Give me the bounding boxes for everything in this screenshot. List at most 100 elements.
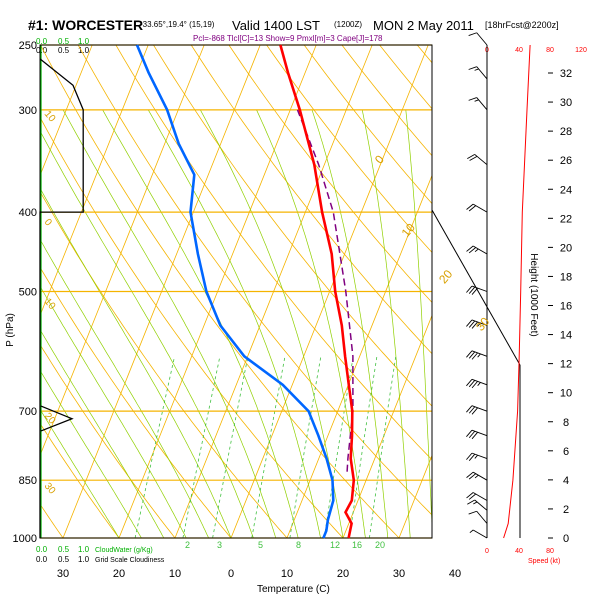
moist-adiabat-line bbox=[40, 408, 120, 538]
x-tick-label: 40 bbox=[449, 568, 461, 580]
wind-barb-staff bbox=[472, 492, 488, 501]
wind-barb-feather bbox=[466, 471, 474, 478]
height-tick-label: 8 bbox=[563, 417, 569, 429]
wind-barb-feather bbox=[468, 351, 476, 359]
wind-barb-staff bbox=[472, 203, 488, 213]
wind-barb-feather bbox=[468, 97, 477, 101]
wind-barb bbox=[466, 319, 488, 329]
wind-barb bbox=[466, 452, 488, 461]
y-axis-title: P (hPa) bbox=[5, 313, 16, 347]
moist-adiabat-line bbox=[40, 130, 254, 538]
moist-adiabat-line bbox=[40, 369, 142, 538]
speed-top-tick-120: 120 bbox=[575, 47, 587, 54]
stability-indices: Pcl=-868 Tlcl[C]=13 Show=9 Pmxl[m]=3 Cap… bbox=[193, 34, 383, 43]
moist-adiabat-line bbox=[40, 285, 187, 538]
wind-barb-feather bbox=[471, 287, 478, 295]
x-tick-label: 20 bbox=[337, 568, 349, 580]
height-tick-label: 10 bbox=[560, 388, 572, 400]
wind-barb-feather bbox=[468, 320, 476, 328]
moist-adiabat-line bbox=[147, 109, 321, 538]
wind-barb-staff bbox=[472, 529, 488, 539]
x-tick-label: 20 bbox=[113, 568, 125, 580]
wind-barb-staff bbox=[472, 245, 488, 255]
wind-barb-feather bbox=[468, 493, 477, 500]
height-tick-label: 14 bbox=[560, 330, 572, 342]
x-tick-label: 0 bbox=[228, 568, 234, 580]
bottom-cloudiness-0: 0.0 bbox=[36, 555, 48, 564]
height-tick-label: 26 bbox=[560, 155, 572, 167]
isotherm-line bbox=[455, 45, 600, 538]
bottom-cloudwater-2: 1.0 bbox=[78, 545, 90, 554]
wind-barb-feather bbox=[466, 405, 473, 413]
top-cloudiness-1: 0.5 bbox=[58, 46, 70, 55]
height-tick-label: 2 bbox=[563, 504, 569, 516]
dry-adiabat-line bbox=[153, 45, 432, 407]
moist-adiabat-line bbox=[361, 109, 411, 538]
wind-barb-half-feather bbox=[469, 529, 474, 534]
cloud-fraction-line bbox=[39, 58, 84, 538]
wind-barb bbox=[466, 405, 488, 415]
speed-bottom-tick-40: 40 bbox=[515, 548, 523, 555]
pressure-label: 400 bbox=[19, 207, 37, 219]
dry-adiabat-line bbox=[0, 31, 7, 539]
wind-barb-half-feather bbox=[477, 353, 481, 358]
wind-barb-half-feather bbox=[474, 99, 479, 102]
bottom-cloudwater-1: 0.5 bbox=[58, 545, 70, 554]
height-tick-label: 28 bbox=[560, 126, 572, 138]
speed-top-tick-80: 80 bbox=[546, 47, 554, 54]
wind-barb-feather bbox=[468, 510, 477, 515]
wind-barb-feather bbox=[466, 203, 474, 210]
mixing-ratio-line bbox=[323, 356, 354, 538]
station-title: #1: WORCESTER bbox=[28, 17, 143, 33]
wind-barb-staff bbox=[471, 429, 488, 437]
wind-barb bbox=[468, 97, 488, 111]
adiabat-label: 20 bbox=[42, 411, 58, 427]
wind-barb bbox=[468, 510, 488, 524]
wind-barb-half-feather bbox=[474, 454, 478, 459]
isotherm-line bbox=[511, 45, 600, 538]
isotherm-label: 20 bbox=[436, 267, 456, 286]
wind-barb-half-feather bbox=[474, 474, 479, 479]
wind-barb-feather bbox=[471, 407, 478, 415]
isotherm-label: 10 bbox=[399, 220, 419, 239]
height-tick-label: 16 bbox=[560, 301, 572, 313]
bottom-cloudwater-label: CloudWater (g/Kg) bbox=[95, 547, 153, 554]
wind-barb-feather bbox=[468, 473, 477, 480]
wind-barb bbox=[466, 285, 488, 295]
speed-top-tick-40: 40 bbox=[515, 47, 523, 54]
moist-adiabat-line bbox=[62, 109, 277, 538]
mixing-ratio-label: 20 bbox=[375, 540, 385, 550]
bottom-cloudiness-label: Grid Scale Cloudiness bbox=[95, 557, 165, 564]
bottom-cloudwater-0: 0.0 bbox=[36, 545, 48, 554]
height-tick-label: 20 bbox=[560, 242, 572, 254]
wind-barb bbox=[467, 499, 488, 511]
dry-adiabat-line bbox=[228, 45, 432, 304]
x-axis-title: Temperature (C) bbox=[257, 584, 330, 595]
height-tick-label: 12 bbox=[560, 359, 572, 371]
mixing-ratio-line bbox=[369, 356, 397, 538]
wind-barb-staff bbox=[471, 405, 488, 412]
isotherm-label: 30 bbox=[473, 314, 493, 333]
mixing-ratio-line bbox=[212, 356, 249, 538]
x-tick-label: 10 bbox=[169, 568, 181, 580]
bottom-cloudiness-1: 0.5 bbox=[58, 555, 70, 564]
wind-barb bbox=[466, 245, 488, 255]
cloud-fraction-spike bbox=[40, 405, 74, 432]
wind-barb-staff bbox=[474, 499, 488, 511]
wind-barb-feather bbox=[466, 429, 473, 438]
zulu-time: (1200Z) bbox=[334, 20, 362, 29]
top-cloudiness-0: 0.0 bbox=[36, 46, 48, 55]
wind-barb-half-feather bbox=[477, 322, 481, 327]
wind-barb-feather bbox=[471, 431, 478, 440]
wind-barb-staff bbox=[474, 154, 488, 166]
moist-adiabat-line bbox=[405, 109, 432, 532]
pressure-label: 850 bbox=[19, 475, 37, 487]
data-layer bbox=[39, 32, 531, 539]
wind-barb bbox=[466, 429, 488, 440]
wind-barb-feather bbox=[468, 205, 477, 212]
parcel-line bbox=[296, 109, 354, 472]
wind-barb-staff bbox=[476, 32, 488, 46]
wind-barb-feather bbox=[468, 286, 476, 294]
station-coords: -33.65°,19.4° (15,19) bbox=[140, 20, 215, 29]
